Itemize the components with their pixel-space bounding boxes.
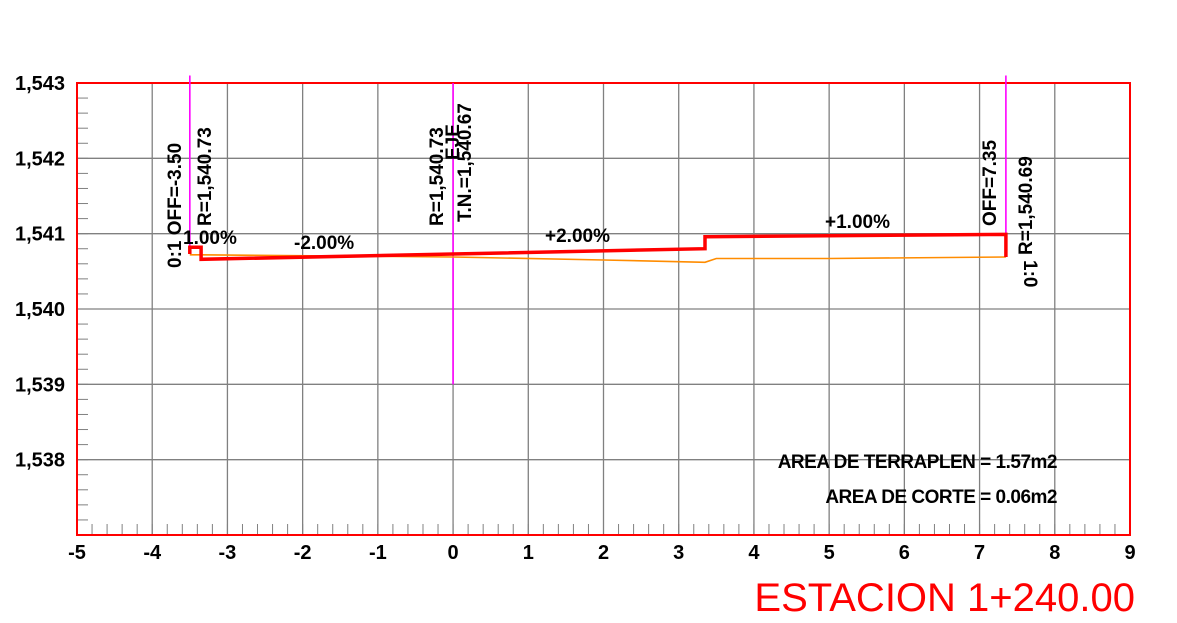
profile-lines: [188, 232, 1008, 264]
left-elevation-label: R=1,540.73: [195, 127, 216, 226]
slope-label-right: +1.00%: [825, 212, 890, 233]
x-tick-label: -5: [68, 542, 86, 564]
plot-frame: [76, 82, 1131, 536]
x-tick-label: 6: [899, 542, 910, 564]
station-title: ESTACION 1+240.00: [754, 576, 1135, 620]
center-elevation-label: R=1,540.73: [427, 127, 448, 226]
y-tick-labels: 1,543 1,542 1,541 1,540 1,539 1,538: [15, 73, 65, 472]
y-tick-label: 1,543: [15, 73, 65, 95]
y-tick-label: 1,539: [15, 374, 65, 396]
y-tick-label: 1,542: [15, 148, 65, 170]
design-profile-line: [188, 232, 1008, 262]
offset-lines: [189, 75, 1007, 385]
y-tick-label: 1,538: [15, 450, 65, 472]
x-tick-label: -4: [143, 542, 162, 564]
x-tick-label: 3: [673, 542, 684, 564]
x-tick-label: 7: [974, 542, 985, 564]
annotations: 0:1 OFF=-3.50 R=1,540.73 1.00% R=1,540.7…: [165, 103, 1040, 287]
x-tick-label: 8: [1049, 542, 1060, 564]
x-tick-label: 1: [523, 542, 534, 564]
y-tick-label: 1,540: [15, 299, 65, 321]
center-terrain-label: T.N.=1,540.67: [455, 103, 476, 222]
left-slope-label: 1.00%: [183, 228, 237, 249]
x-tick-label: -2: [294, 542, 312, 564]
x-tick-label: 9: [1124, 542, 1135, 564]
x-tick-labels: -5 -4 -3 -2 -1 0 1 2 3 4 5 6 7 8 9: [68, 542, 1135, 564]
right-offset-label: OFF=7.35: [980, 140, 1001, 226]
x-tick-label: 0: [448, 542, 459, 564]
fill-area-label: AREA DE TERRAPLEN = 1.57m2: [778, 452, 1057, 473]
terrain-profile-line: [189, 254, 1006, 264]
x-tick-label: 2: [598, 542, 609, 564]
x-tick-label: -3: [219, 542, 237, 564]
grid: [77, 83, 1130, 535]
cut-area-label: AREA DE CORTE = 0.06m2: [825, 487, 1057, 508]
right-elevation-label: R=1,540.69: [1016, 156, 1037, 255]
x-tick-label: 5: [824, 542, 835, 564]
right-slope-ratio-label: 1:0: [1019, 260, 1040, 287]
left-offset-label: 0:1 OFF=-3.50: [165, 143, 186, 268]
slope-label-left: -2.00%: [294, 233, 354, 254]
slope-label-middle: +2.00%: [545, 226, 610, 247]
center-axis-label: EJE: [443, 124, 464, 160]
y-tick-label: 1,541: [15, 224, 65, 246]
x-tick-label: 4: [748, 542, 760, 564]
x-tick-label: -1: [369, 542, 387, 564]
